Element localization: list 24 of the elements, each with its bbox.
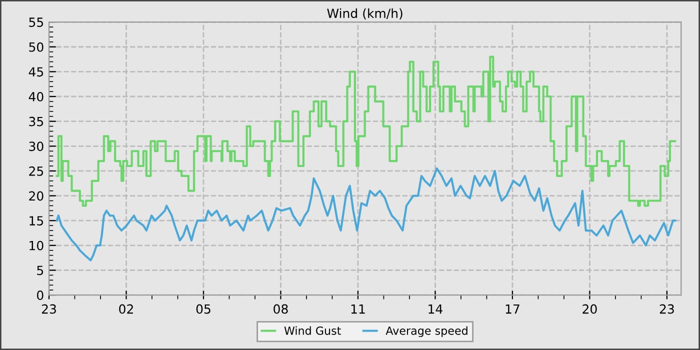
y-tick-label: 25	[29, 166, 44, 176]
x-tick-label: 23	[660, 304, 674, 314]
y-tick-label: 55	[29, 18, 44, 27]
x-tick-label: 20	[582, 304, 597, 314]
x-tick-label: 17	[506, 304, 520, 314]
x-tick-label: 08	[274, 304, 288, 314]
y-tick-label: 50	[29, 42, 44, 52]
y-tick-label: 40	[28, 92, 44, 102]
y-tick-label: 5	[37, 266, 44, 276]
y-tick-label: 15	[30, 216, 44, 226]
chart-title: Wind (km/h)	[327, 8, 402, 20]
legend-label: Average speed	[386, 326, 468, 338]
y-tick-label: 10	[30, 240, 44, 250]
y-tick-label: 20	[29, 191, 44, 201]
y-tick-label: 0	[37, 290, 44, 300]
x-tick-label: 23	[42, 304, 56, 314]
y-tick-label: 30	[29, 142, 44, 152]
y-tick-label: 35	[29, 116, 44, 126]
legend-label: Wind Gust	[284, 326, 341, 335]
x-tick-label: 02	[119, 304, 133, 314]
x-tick-label: 14	[428, 304, 442, 314]
x-tick-label: 11	[351, 304, 365, 314]
x-tick-label: 05	[196, 304, 210, 314]
y-tick-label: 45	[28, 67, 44, 77]
